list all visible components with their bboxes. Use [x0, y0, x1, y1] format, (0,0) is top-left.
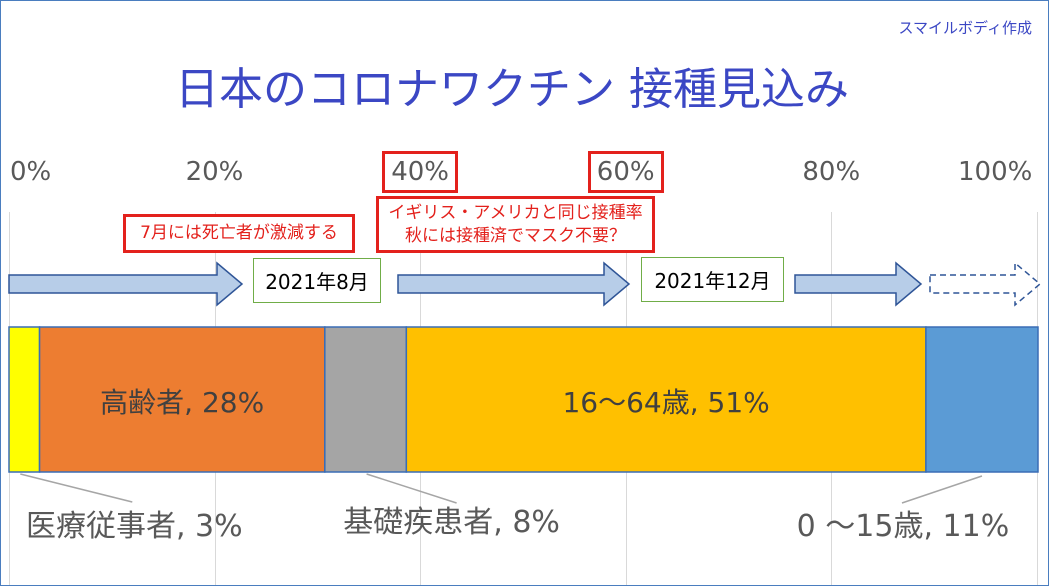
tick-label-40pct: 40%: [382, 151, 458, 193]
tick-label-20pct: 20%: [185, 157, 244, 187]
stacked-bar: [8, 326, 1039, 473]
timeline-arrow-3: [794, 261, 923, 307]
annotation-july: 7月には死亡者が激減する: [123, 214, 355, 253]
leader-line-underlying-conditions: [366, 473, 457, 504]
bar-segment-underlying-conditions: [324, 326, 408, 473]
bar-segment-age-16-64: [405, 326, 927, 473]
author-credit: スマイルボディ作成: [898, 19, 1032, 37]
leader-line-healthcare-workers: [20, 473, 133, 503]
leader-line-age-0-15: [901, 475, 983, 504]
data-label-underlying-conditions: 基礎疾患者, 8%: [343, 505, 560, 540]
tick-label-100pct: 100%: [958, 157, 1033, 187]
annotation-autumn: イギリス・アメリカと同じ接種率 秋には接種済でマスク不要？: [376, 196, 655, 253]
data-label-age-16-64: 16～64歳, 51%: [562, 386, 770, 419]
data-label-elderly: 高齢者, 28%: [100, 386, 265, 419]
bar-segment-age-0-15: [925, 326, 1039, 473]
timeline-arrows: [8, 261, 1042, 307]
data-label-age-0-15: 0 ～15歳, 11%: [796, 509, 1010, 544]
leader-lines: [20, 473, 983, 504]
annotation-line: 7月には死亡者が激減する: [140, 223, 338, 243]
annotation-line: 秋には接種済でマスク不要？: [405, 225, 626, 246]
timeline-arrow-dashed: [929, 261, 1042, 307]
timeline-arrow-1: [8, 261, 244, 307]
annotation-line: イギリス・アメリカと同じ接種率: [388, 202, 643, 223]
tick-label-60pct: 60%: [587, 151, 664, 193]
tick-label-80pct: 80%: [802, 157, 861, 187]
milestone-2021-aug: 2021年8月: [253, 258, 381, 303]
timeline-arrow-2: [397, 261, 631, 307]
bar-segment-elderly: [38, 326, 326, 473]
tick-label-0pct: 0%: [10, 157, 52, 187]
data-label-healthcare-workers: 医療従事者, 3%: [25, 509, 243, 544]
bar-segment-healthcare-workers: [8, 326, 41, 473]
chart-title: 日本のコロナワクチン 接種見込み: [175, 64, 849, 115]
milestone-2021-dec: 2021年12月: [641, 257, 784, 302]
